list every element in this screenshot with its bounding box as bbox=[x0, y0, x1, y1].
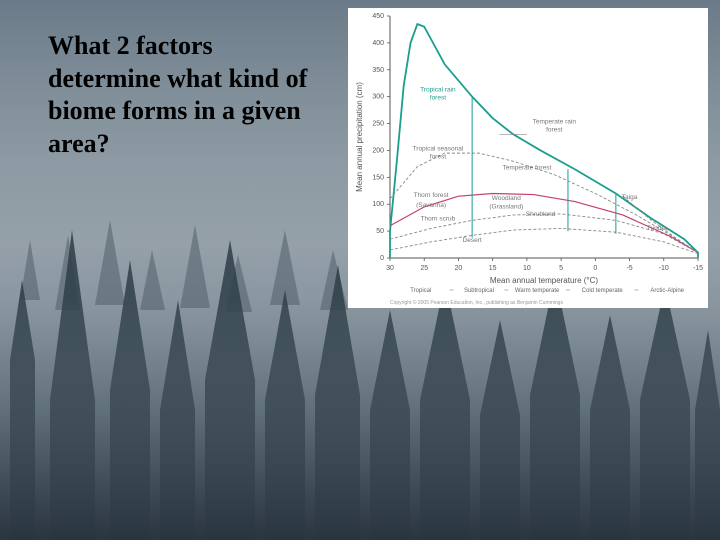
svg-text:(Savanna): (Savanna) bbox=[416, 202, 446, 209]
svg-text:Tundra: Tundra bbox=[647, 225, 668, 232]
svg-text:-10: -10 bbox=[659, 265, 669, 272]
svg-text:-15: -15 bbox=[693, 265, 703, 272]
svg-text:20: 20 bbox=[455, 265, 463, 272]
svg-text:Tropical seasonal: Tropical seasonal bbox=[413, 145, 464, 152]
svg-text:Desert: Desert bbox=[463, 237, 482, 244]
svg-text:Tropical: Tropical bbox=[410, 288, 431, 294]
svg-text:400: 400 bbox=[372, 40, 384, 47]
svg-text:Temperate rain: Temperate rain bbox=[533, 119, 577, 126]
svg-text:-5: -5 bbox=[626, 265, 632, 272]
svg-text:350: 350 bbox=[372, 67, 384, 74]
svg-text:300: 300 bbox=[372, 94, 384, 101]
svg-text:Thorn scrub: Thorn scrub bbox=[421, 215, 456, 222]
biome-chart: 050100150200250300350400450302520151050-… bbox=[348, 8, 708, 308]
svg-text:(Grassland): (Grassland) bbox=[489, 204, 523, 211]
svg-text:0: 0 bbox=[593, 265, 597, 272]
question-text: What 2 factors determine what kind of bi… bbox=[48, 30, 328, 160]
svg-text:Mean annual temperature (°C): Mean annual temperature (°C) bbox=[490, 276, 598, 285]
svg-text:Arctic-Alpine: Arctic-Alpine bbox=[650, 288, 684, 294]
svg-text:forest: forest bbox=[430, 153, 446, 160]
svg-text:forest: forest bbox=[430, 94, 446, 101]
svg-text:5: 5 bbox=[559, 265, 563, 272]
svg-text:Subtropical: Subtropical bbox=[464, 288, 494, 294]
svg-text:Tropical rain: Tropical rain bbox=[420, 86, 456, 93]
svg-text:100: 100 bbox=[372, 201, 384, 208]
svg-text:15: 15 bbox=[489, 265, 497, 272]
svg-text:450: 450 bbox=[372, 13, 384, 20]
svg-text:Mean annual precipitation (cm): Mean annual precipitation (cm) bbox=[355, 82, 364, 192]
svg-text:Copyright © 2005 Pearson Educa: Copyright © 2005 Pearson Education, Inc.… bbox=[390, 299, 563, 306]
svg-text:25: 25 bbox=[420, 265, 428, 272]
svg-text:forest: forest bbox=[546, 127, 562, 134]
svg-text:10: 10 bbox=[523, 265, 531, 272]
svg-text:150: 150 bbox=[372, 174, 384, 181]
svg-text:30: 30 bbox=[386, 265, 394, 272]
svg-text:Cold temperate: Cold temperate bbox=[582, 288, 624, 294]
svg-text:Taiga: Taiga bbox=[622, 194, 638, 201]
svg-text:Warm temperate: Warm temperate bbox=[515, 288, 560, 294]
svg-text:0: 0 bbox=[380, 255, 384, 262]
svg-text:Temperate forest: Temperate forest bbox=[502, 164, 551, 171]
svg-text:250: 250 bbox=[372, 121, 384, 128]
svg-text:Woodland: Woodland bbox=[492, 195, 522, 202]
svg-text:50: 50 bbox=[376, 228, 384, 235]
svg-text:Thorn forest: Thorn forest bbox=[414, 192, 449, 199]
svg-text:Shrubland: Shrubland bbox=[526, 211, 556, 218]
svg-text:200: 200 bbox=[372, 147, 384, 154]
